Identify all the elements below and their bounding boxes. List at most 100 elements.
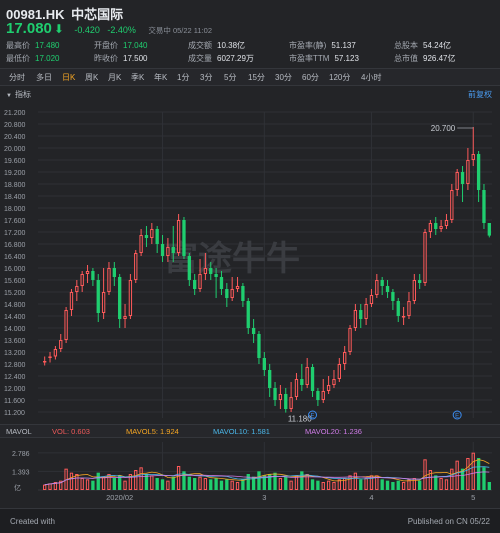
mavol20-value: MAVOL20: 1.236 (305, 427, 362, 436)
tab-weekly-k[interactable]: 周K (85, 73, 99, 82)
adjust-mode-button[interactable]: 前复权 (468, 90, 492, 99)
volume-bar (380, 479, 384, 490)
tab-4hour[interactable]: 4小时 (361, 73, 382, 82)
volume-bar (262, 475, 266, 490)
volume-indicator-name[interactable]: MAVOL (6, 427, 32, 436)
candle (471, 127, 475, 166)
volume-bars (43, 452, 491, 491)
candle-body (101, 292, 106, 313)
volume-bar (412, 478, 416, 490)
volume-bar (434, 475, 438, 490)
volume-bar (268, 474, 272, 490)
volume-chart[interactable]: 2.786 1.393 亿 2020/02 3 4 5 (0, 438, 500, 508)
volume-bar (182, 471, 186, 490)
volume-bar (209, 479, 213, 490)
tab-monthly-k[interactable]: 月K (108, 73, 122, 82)
candle-body (225, 289, 229, 298)
volume-bar (193, 478, 197, 490)
tab-intraday[interactable]: 分时 (9, 73, 25, 82)
volume-bar (310, 479, 315, 490)
candle (316, 388, 320, 406)
volume-bar (418, 480, 422, 490)
volume-bar (273, 472, 277, 490)
volume-bar (294, 475, 299, 490)
mavol5-value: MAVOL5: 1.924 (126, 427, 179, 436)
stat-open: 开盘价 17.040 (94, 41, 148, 50)
candle-body (391, 292, 395, 301)
tab-15min[interactable]: 15分 (248, 73, 265, 82)
volume-bar (246, 474, 250, 490)
volume-bar (326, 480, 331, 491)
candle (262, 352, 266, 376)
candle-body (171, 247, 175, 253)
volume-bar (150, 475, 154, 490)
price-tick-label: 20.000 (4, 146, 26, 153)
tab-1min[interactable]: 1分 (177, 73, 190, 82)
volume-bar (43, 484, 47, 491)
watermark: 富途牛牛 (164, 239, 300, 278)
date-axis-labels: 2020/02 3 4 5 (106, 493, 475, 502)
volume-bar (359, 479, 363, 490)
indicator-toggle[interactable]: ▼ 指标 (6, 90, 31, 99)
tab-multiday[interactable]: 多日 (36, 73, 52, 82)
candle (225, 283, 229, 307)
candle-body (43, 361, 47, 363)
candle-body (166, 247, 170, 256)
candle (53, 346, 58, 360)
candle-body (134, 253, 138, 280)
candle (43, 356, 47, 366)
volume-bar (128, 474, 133, 490)
candle-body (69, 292, 74, 310)
candle-body (139, 235, 143, 253)
volume-bar (487, 482, 491, 490)
volume-moving-averages (44, 459, 490, 486)
candle-body (219, 277, 224, 289)
candle (85, 265, 90, 283)
candle (64, 307, 68, 343)
tab-5min[interactable]: 5分 (224, 73, 237, 82)
high-annotation: 20.700 (431, 124, 456, 133)
candle-body (487, 223, 491, 236)
candle (455, 169, 459, 196)
price-row: 17.080 ⬇ -0.420 -2.40% 交易中 05/22 11:02 (6, 20, 212, 38)
candle-body (214, 274, 218, 277)
volume-bar (225, 479, 229, 490)
candle (230, 277, 234, 301)
candle (391, 289, 395, 310)
volume-bar (219, 480, 224, 490)
tab-30min[interactable]: 30分 (275, 73, 292, 82)
volume-bar (91, 480, 95, 490)
tab-yearly-k[interactable]: 年K (154, 73, 168, 82)
tab-3min[interactable]: 3分 (200, 73, 213, 82)
vol-value: VOL: 0.603 (52, 427, 90, 436)
tab-60min[interactable]: 60分 (302, 73, 319, 82)
volume-bar (278, 478, 283, 490)
date-tick-label: 5 (471, 493, 475, 502)
candle-body (412, 280, 416, 301)
candle-body (466, 160, 470, 184)
candle (198, 259, 202, 292)
tab-daily-k[interactable]: 日K (62, 73, 76, 82)
candle (434, 217, 438, 235)
tab-quarterly-k[interactable]: 季K (131, 73, 145, 82)
candle-body (241, 286, 245, 301)
tab-120min[interactable]: 120分 (329, 73, 351, 82)
date-tick-label: 2020/02 (106, 493, 133, 502)
candle (487, 223, 491, 238)
volume-bar (460, 468, 465, 490)
price-tick-label: 13.600 (4, 338, 26, 345)
volume-bar (289, 480, 293, 491)
volume-bar (316, 480, 320, 490)
candle-body (123, 316, 127, 319)
price-tick-label: 14.000 (4, 326, 26, 333)
candle (278, 385, 283, 409)
trading-status: 交易中 05/22 11:02 (148, 26, 213, 35)
volume-bar (155, 478, 159, 490)
price-tick-label: 17.600 (4, 218, 26, 225)
volume-bar (144, 474, 149, 490)
stat-total-shares: 总股本 54.24亿 (394, 41, 452, 50)
price-tick-label: 15.200 (4, 290, 26, 297)
candle (268, 364, 272, 397)
price-chart[interactable]: 富途牛牛 21.200 20.800 20.400 20.000 19.600 19.20… (0, 100, 500, 422)
price-tick-label: 20.400 (4, 134, 26, 141)
